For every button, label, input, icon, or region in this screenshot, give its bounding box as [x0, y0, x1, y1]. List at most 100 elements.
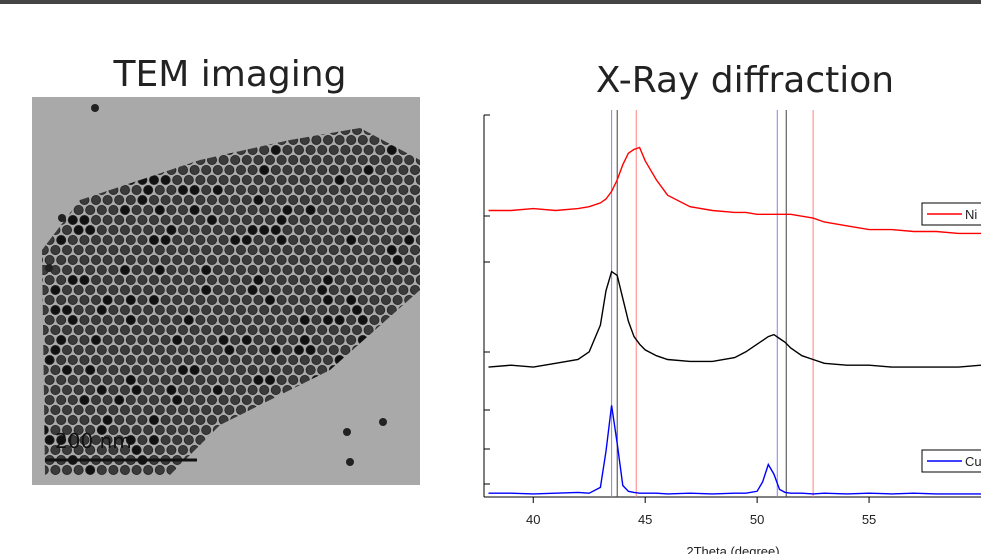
particle: [375, 144, 386, 155]
particle: [218, 274, 229, 285]
particle: [392, 274, 403, 285]
particle: [206, 254, 217, 265]
particle: [56, 354, 67, 365]
particle: [351, 264, 362, 275]
particle: [201, 244, 212, 255]
particle: [398, 264, 409, 275]
particle: [334, 194, 345, 205]
particle: [259, 144, 270, 155]
particle: [108, 244, 119, 255]
particle: [154, 264, 165, 275]
particle: [218, 334, 229, 345]
particle: [120, 264, 131, 275]
particle: [241, 234, 252, 245]
particle: [73, 304, 84, 315]
particle: [67, 394, 78, 405]
particle: [422, 385, 431, 394]
particle: [201, 304, 212, 315]
particle: [79, 374, 90, 385]
particle: [102, 254, 113, 265]
particle: [351, 304, 362, 315]
particle: [177, 164, 188, 175]
particle: [42, 344, 49, 355]
particle: [201, 424, 212, 435]
particle: [108, 264, 119, 275]
particle: [351, 128, 362, 136]
particle: [172, 254, 183, 265]
particle: [404, 194, 415, 205]
particle: [44, 294, 55, 305]
particle: [44, 394, 55, 405]
particle: [79, 334, 90, 345]
particle: [241, 194, 252, 205]
particle: [241, 334, 252, 345]
particle: [137, 194, 148, 205]
particle: [398, 184, 409, 195]
particle: [73, 384, 84, 395]
particle: [177, 304, 188, 315]
particle: [375, 164, 386, 175]
particle: [172, 414, 183, 425]
particle: [282, 264, 293, 275]
particle: [177, 224, 188, 235]
particle: [357, 154, 368, 165]
particle: [85, 264, 96, 275]
particle: [206, 394, 217, 405]
particle: [230, 314, 241, 325]
particle: [201, 324, 212, 335]
particle: [253, 194, 264, 205]
particle: [137, 394, 148, 405]
particle: [102, 394, 113, 405]
particle: [317, 284, 328, 295]
particle: [241, 214, 252, 225]
particle: [154, 224, 165, 235]
particle: [183, 294, 194, 305]
particle: [73, 224, 84, 235]
particle: [160, 214, 171, 225]
particle: [42, 284, 49, 295]
particle: [201, 184, 212, 195]
particle: [317, 204, 328, 215]
particle: [67, 214, 78, 225]
particle: [148, 234, 159, 245]
particle: [264, 194, 275, 205]
particle: [91, 104, 99, 112]
particle: [392, 254, 403, 265]
particle: [317, 164, 328, 175]
particle: [120, 444, 131, 455]
particle: [189, 164, 200, 175]
particle: [201, 224, 212, 235]
particle: [102, 274, 113, 285]
particle: [288, 294, 299, 305]
particle: [108, 324, 119, 335]
particle: [334, 254, 345, 265]
particle: [137, 214, 148, 225]
particle: [224, 244, 235, 255]
particle: [125, 414, 136, 425]
particle: [404, 254, 415, 265]
particle: [357, 194, 368, 205]
particle: [346, 314, 357, 325]
particle: [230, 274, 241, 285]
particle: [375, 204, 386, 215]
particle: [288, 154, 299, 165]
particle: [183, 194, 194, 205]
particle: [311, 354, 322, 365]
particle: [282, 284, 293, 295]
particle: [253, 294, 264, 305]
particle: [62, 284, 73, 295]
particle: [120, 204, 131, 215]
particle: [62, 404, 73, 415]
particle: [56, 394, 67, 405]
particle: [183, 314, 194, 325]
particle: [50, 444, 61, 455]
particle: [154, 324, 165, 335]
scale-bar-label: 200 nm: [55, 429, 132, 453]
particle: [195, 234, 206, 245]
particle: [62, 264, 73, 275]
particle: [73, 444, 84, 455]
particle: [148, 274, 159, 285]
particle: [201, 264, 212, 275]
particle: [212, 384, 223, 395]
